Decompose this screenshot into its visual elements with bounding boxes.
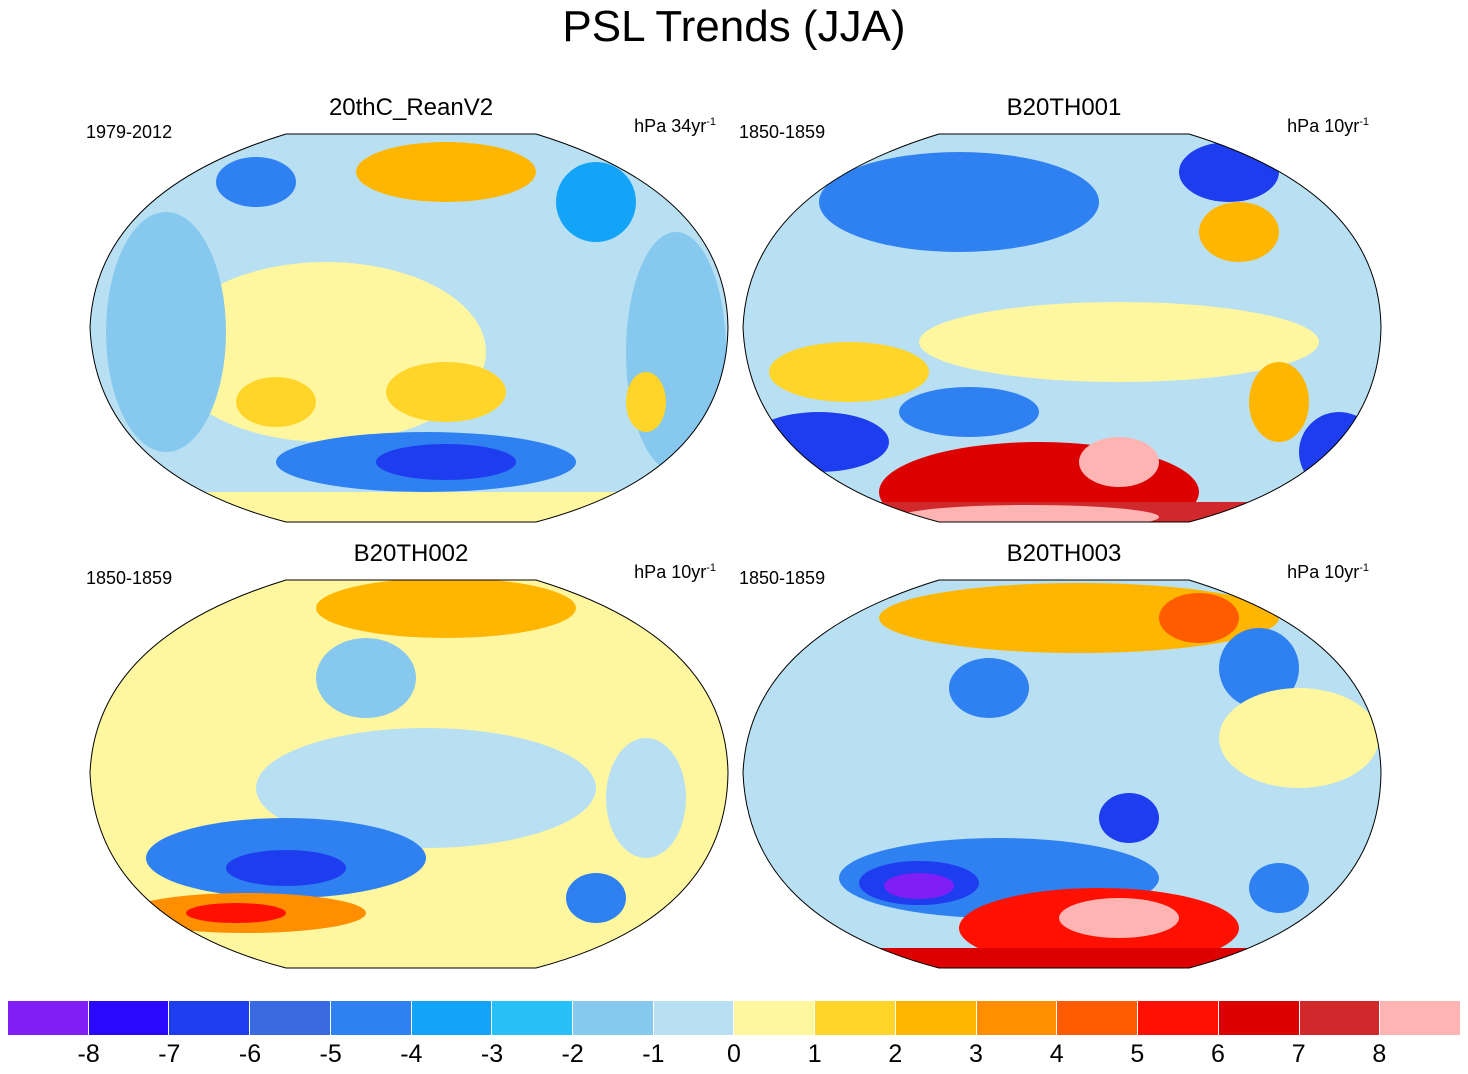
colorbar-tick-label: -8 [77,1040,100,1068]
colorbar-box [8,1001,89,1035]
map-panel-3: B20TH002 1850-1859 hPa 10yr-1 [86,540,736,980]
colorbar-box [250,1001,331,1035]
colorbar-box [330,1001,412,1035]
colorbar-box [169,1001,251,1035]
map-panel-2: B20TH001 1850-1859 hPa 10yr-1 [739,94,1389,534]
map-4 [742,579,1382,969]
colorbar-tick-label: 8 [1372,1040,1387,1068]
panel-title: B20TH001 [1006,94,1122,121]
map-1 [89,133,729,523]
colorbar-tick-label: 7 [1291,1040,1306,1068]
map-panel-1: 20thC_ReanV2 1979-2012 hPa 34yr-1 [86,94,736,534]
colorbar-tick-label: 4 [1049,1040,1064,1068]
colorbar-tick-label: -4 [400,1040,423,1068]
colorbar-box [815,1001,896,1035]
colorbar-tick-label: 0 [727,1040,741,1068]
colorbar-box [88,1001,170,1035]
colorbar-box [734,1001,816,1035]
colorbar-box [1138,1001,1219,1035]
panel-title: B20TH002 [353,540,469,567]
panel-period: 1850-1859 [739,568,826,588]
colorbar-tick-label: -1 [642,1040,665,1068]
panel-period: 1850-1859 [739,122,826,142]
colorbar-box [1299,1001,1381,1035]
colorbar-tick-label: -3 [480,1040,504,1068]
colorbar-tick-label: 1 [807,1040,822,1068]
colorbar-box [411,1001,493,1035]
colorbar-box [573,1001,654,1035]
map-2 [742,133,1382,523]
panel-units: hPa 34yr-1 [634,116,716,136]
panel-units: hPa 10yr-1 [1287,116,1369,136]
panel-title: B20TH003 [1006,540,1122,567]
colorbar-box [1057,1001,1139,1035]
panel-period: 1850-1859 [86,568,173,588]
colorbar-tick-label: 2 [888,1040,903,1068]
colorbar-tick-label: 3 [969,1040,983,1068]
panel-units: hPa 10yr-1 [634,562,716,582]
colorbar-tick-label: -7 [158,1040,181,1068]
map-3 [89,579,729,969]
panel-units: hPa 10yr-1 [1287,562,1369,582]
figure-title: PSL Trends (JJA) [562,2,906,51]
map-panel-4: B20TH003 1850-1859 hPa 10yr-1 [739,540,1389,980]
colorbar-labels: -8 -7 -6 -5 -4 -3 -2 -1 0 1 2 3 4 5 6 7 8 [0,1040,1468,1074]
colorbar-box [492,1001,574,1035]
colorbar-tick-label: -5 [319,1040,342,1068]
panel-period: 1979-2012 [86,122,173,142]
colorbar-tick-label: -6 [238,1040,262,1068]
colorbar-tick-label: 5 [1130,1040,1145,1068]
colorbar-tick-label: 6 [1211,1040,1225,1068]
panel-title: 20thC_ReanV2 [328,94,494,121]
colorbar-box [653,1001,735,1035]
colorbar-box [895,1001,977,1035]
colorbar-tick-label: -2 [561,1040,584,1068]
colorbar-box [1218,1001,1300,1035]
colorbar [8,1001,1460,1035]
colorbar-box [1380,1001,1460,1035]
colorbar-box [976,1001,1058,1035]
